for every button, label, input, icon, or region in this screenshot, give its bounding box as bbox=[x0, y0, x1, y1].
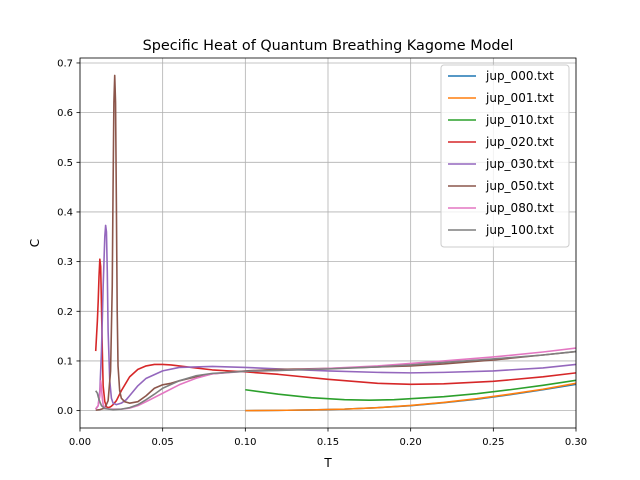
legend-label-2: jup_010.txt bbox=[485, 113, 554, 127]
y-tick-label: 0.2 bbox=[57, 307, 73, 318]
legend-label-0: jup_000.txt bbox=[485, 69, 554, 83]
x-axis-ticks: 0.00 0.05 0.10 0.15 0.20 0.25 0.30 bbox=[69, 428, 587, 448]
series-line-1 bbox=[245, 382, 576, 412]
x-tick-label: 0.10 bbox=[234, 437, 256, 448]
x-tick-label: 0.05 bbox=[152, 437, 174, 448]
legend-label-5: jup_050.txt bbox=[485, 179, 554, 193]
x-tick-label: 0.00 bbox=[69, 437, 91, 448]
y-tick-label: 0.3 bbox=[57, 257, 73, 268]
legend-label-4: jup_030.txt bbox=[485, 157, 554, 171]
y-axis-label: C bbox=[28, 239, 42, 247]
y-tick-label: 0.7 bbox=[57, 58, 73, 69]
y-tick-label: 0.5 bbox=[57, 158, 73, 169]
x-axis-label: T bbox=[323, 456, 332, 470]
y-tick-label: 0.4 bbox=[57, 207, 73, 218]
y-tick-label: 0.0 bbox=[57, 406, 73, 417]
y-tick-label: 0.6 bbox=[57, 108, 73, 119]
y-axis-ticks: 0.0 0.1 0.2 0.3 0.4 0.5 0.6 0.7 bbox=[57, 58, 80, 417]
chart-title: Specific Heat of Quantum Breathing Kagom… bbox=[143, 38, 514, 54]
y-tick-label: 0.1 bbox=[57, 356, 73, 367]
series-line-3 bbox=[94, 258, 576, 409]
series-lines bbox=[94, 74, 576, 412]
series-line-4 bbox=[95, 224, 576, 410]
x-tick-label: 0.20 bbox=[400, 437, 422, 448]
legend-box bbox=[440, 64, 570, 248]
x-tick-label: 0.15 bbox=[317, 437, 339, 448]
legend: jup_000.txt jup_001.txt jup_010.txt jup_020… bbox=[440, 64, 570, 248]
series-line-7 bbox=[95, 350, 576, 411]
x-tick-label: 0.30 bbox=[565, 437, 587, 448]
grid-lines bbox=[79, 58, 577, 428]
legend-label-3: jup_020.txt bbox=[485, 135, 554, 149]
legend-label-6: jup_080.txt bbox=[485, 201, 554, 215]
series-line-2 bbox=[245, 379, 576, 401]
x-tick-label: 0.25 bbox=[482, 437, 504, 448]
legend-label-1: jup_001.txt bbox=[485, 91, 554, 105]
legend-label-7: jup_100.txt bbox=[485, 223, 554, 237]
series-line-6 bbox=[95, 347, 576, 410]
